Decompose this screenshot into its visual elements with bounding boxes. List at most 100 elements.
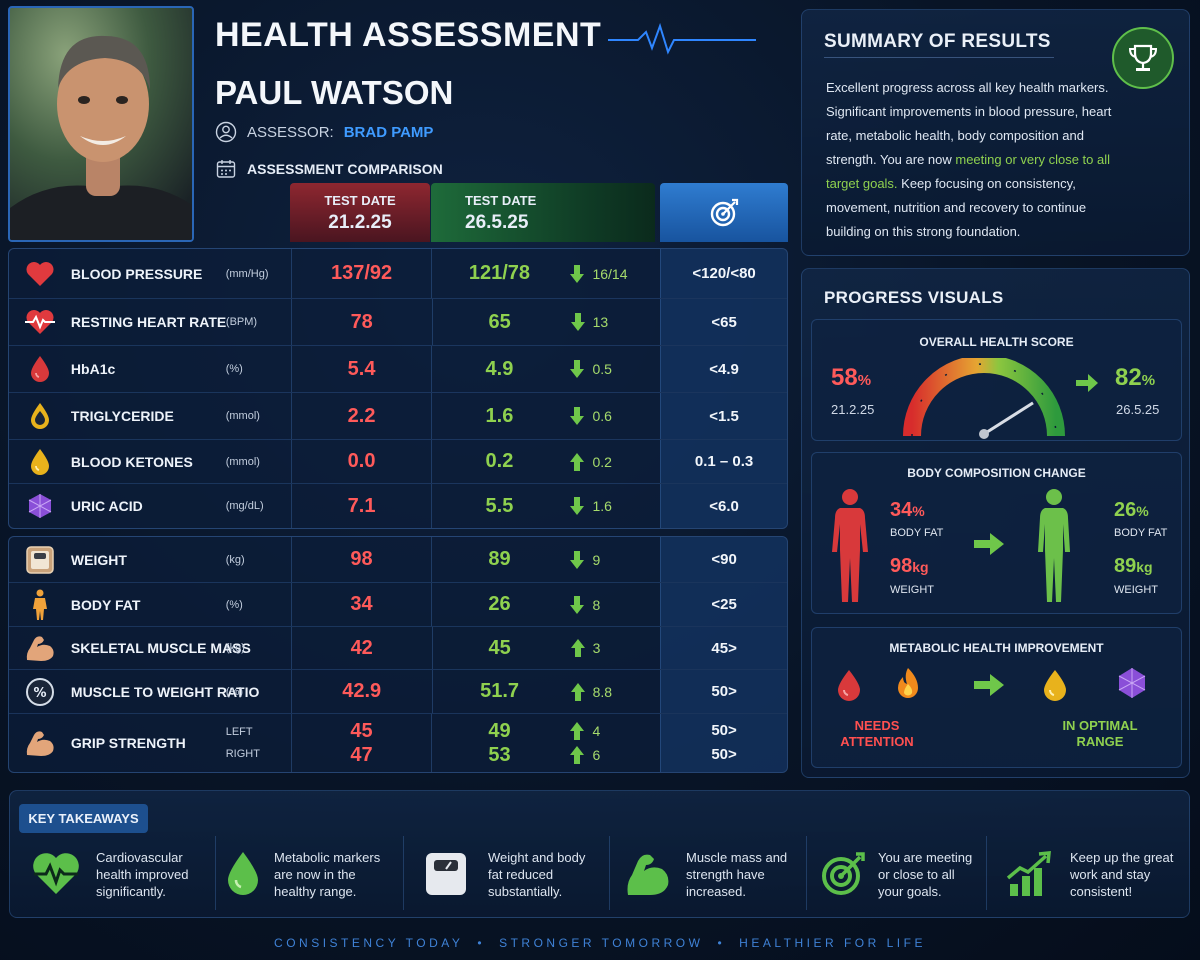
metric-target: <1.5 xyxy=(660,393,787,439)
metric-new-cell: 4.9 0.5 xyxy=(431,346,660,392)
metric-change: 0.5 xyxy=(592,361,612,377)
metric-row: SKELETAL MUSCLE MASS (kg) 42 45 3 45> xyxy=(9,627,787,670)
needs-attention-label: NEEDS ATTENTION xyxy=(840,718,914,749)
metric-new-value: 65 xyxy=(488,310,511,333)
metric-row: URIC ACID (mg/dL) 7.1 5.5 1.6 <6.0 xyxy=(9,484,787,528)
metric-new-value: 1.6 xyxy=(485,404,514,427)
metric-new-value: 5.5 xyxy=(485,494,514,517)
metric-new-cell: 5.5 1.6 xyxy=(431,484,660,528)
metric-row: RESTING HEART RATE (BPM) 78 65 13 <65 xyxy=(9,299,787,346)
metric-new-cell: 51.7 8.8 xyxy=(431,670,661,713)
takeaway-divider xyxy=(215,836,216,910)
footer-part-2: STRONGER TOMORROW xyxy=(499,936,704,950)
arrow-down-icon xyxy=(566,359,588,379)
metric-change: 0.6 xyxy=(592,408,612,424)
metric-change: 0.2 xyxy=(592,453,612,470)
takeaway-text: Keep up the great work and stay consiste… xyxy=(1070,849,1174,899)
crystal-icon xyxy=(9,492,71,520)
metric-name: SKELETAL MUSCLE MASS xyxy=(70,640,251,656)
metric-old-value: 98 xyxy=(290,537,432,582)
metric-old-value: 7.1 xyxy=(290,484,432,528)
summary-panel: SUMMARY OF RESULTS Excellent progress ac… xyxy=(801,9,1190,256)
metric-new-cell: 65 13 xyxy=(431,299,661,345)
arrow-up-icon xyxy=(567,638,589,658)
metric-change: 3 xyxy=(592,640,601,656)
metric-unit: (mmol) xyxy=(225,455,260,468)
metric-row: WEIGHT (kg) 98 89 9 <90 xyxy=(9,537,787,583)
goal-target-icon xyxy=(822,852,865,895)
score-title: OVERALL HEALTH SCORE xyxy=(919,335,1074,349)
metabolic-card: METABOLIC HEALTH IMPROVEMENT NEEDS ATTEN… xyxy=(811,627,1182,768)
metric-change: 13 xyxy=(592,314,609,330)
arrow-right-icon xyxy=(974,533,1004,555)
grip-target-cell: 50> 50> xyxy=(660,714,787,772)
metric-name: URIC ACID xyxy=(70,498,143,514)
metric-target: <4.9 xyxy=(660,346,787,392)
fat-new: 26% xyxy=(1114,499,1149,521)
assessor-label: ASSESSOR: xyxy=(247,123,334,141)
assessor-row: ASSESSOR: BRAD PAMP xyxy=(215,121,433,143)
metric-name: RESTING HEART RATE xyxy=(70,314,227,330)
arrow-up-icon xyxy=(567,682,589,702)
takeaway-item: Weight and body fat reduced substantiall… xyxy=(424,838,609,910)
heartbeat-icon xyxy=(9,308,71,336)
takeaway-item: Metabolic markers are now in the healthy… xyxy=(226,838,401,910)
summary-highlight: meeting or very close to all target goal… xyxy=(826,152,1110,191)
metric-old-value: 2.2 xyxy=(290,393,432,439)
arrow-down-icon xyxy=(567,312,589,332)
patient-name: PAUL WATSON xyxy=(215,74,454,111)
metric-row: TRIGLYCERIDE (mmol) 2.2 1.6 0.6 <1.5 xyxy=(9,393,787,440)
footer-part-3: HEALTHIER FOR LIFE xyxy=(739,936,926,950)
takeaway-text: Cardiovascular health improved significa… xyxy=(96,849,189,899)
weight-old: 98kg xyxy=(890,555,929,577)
metric-unit: (%) xyxy=(225,363,243,375)
date-header-2: TEST DATE 26.5.25 xyxy=(431,183,655,242)
arrow-up-icon xyxy=(566,745,588,765)
grip-new-cell: 49 4 53 6 xyxy=(431,714,660,772)
metric-change: 9 xyxy=(592,551,601,568)
heart-pulse-icon xyxy=(33,853,79,894)
takeaway-text: Muscle mass and strength have increased. xyxy=(686,849,788,899)
metric-name: BODY FAT xyxy=(70,596,141,613)
summary-text: Excellent progress across all key health… xyxy=(826,76,1118,244)
metric-target: <25 xyxy=(660,583,787,626)
grip-right-old: 47 xyxy=(350,744,373,766)
date1-label: TEST DATE xyxy=(324,193,396,208)
metric-target: 0.1 – 0.3 xyxy=(660,440,787,483)
fat-old: 34% xyxy=(890,499,925,521)
takeaway-text: Metabolic markers are now in the healthy… xyxy=(274,849,381,899)
green-drop-icon xyxy=(228,852,258,895)
metric-change: 16/14 xyxy=(592,265,628,282)
summary-text-2: Keep focusing on consistency, movement, … xyxy=(826,176,1087,239)
metric-old-value: 5.4 xyxy=(290,346,432,392)
score-new: 82% xyxy=(1115,364,1156,391)
percent-icon: % xyxy=(9,677,71,707)
footer-part-1: CONSISTENCY TODAY xyxy=(274,936,464,950)
metric-new-cell: 121/78 16/14 xyxy=(431,249,660,298)
metric-target: <90 xyxy=(660,537,787,582)
metric-new-value: 4.9 xyxy=(485,357,514,380)
grip-left-label: LEFT xyxy=(225,726,253,738)
metric-change: 8.8 xyxy=(592,683,613,700)
grip-right-new: 53 xyxy=(488,743,511,766)
metric-old-value: 42.9 xyxy=(290,670,432,713)
date2-label: TEST DATE xyxy=(465,193,537,208)
takeaway-item: Keep up the great work and stay consiste… xyxy=(1006,838,1186,910)
arrow-up-icon xyxy=(566,452,588,472)
body-composition-card: BODY COMPOSITION CHANGE 34% BODY FAT 98k… xyxy=(811,452,1182,614)
metric-new-cell: 26 8 xyxy=(431,583,660,626)
metric-old-value: 0.0 xyxy=(290,440,432,483)
metric-unit: (kg) xyxy=(225,553,245,566)
calendar-icon xyxy=(216,160,236,178)
metric-old-value: 42 xyxy=(290,627,432,669)
grip-right-label: RIGHT xyxy=(225,748,260,760)
blood-markers-table: BLOOD PRESSURE (mm/Hg) 137/92 121/78 16/14 <1… xyxy=(8,248,788,529)
metric-row: BLOOD KETONES (mmol) 0.0 0.2 0.2 0.1 – 0.3 xyxy=(9,440,787,484)
date-header-1: TEST DATE 21.2.25 xyxy=(290,183,430,242)
metric-unit: (%) xyxy=(225,598,243,611)
metric-new-cell: 89 9 xyxy=(431,537,660,582)
metric-name: BLOOD KETONES xyxy=(70,453,193,470)
metric-name: TRIGLYCERIDE xyxy=(70,408,174,424)
footer-separator: • xyxy=(477,936,486,950)
arrow-down-icon xyxy=(566,406,588,426)
